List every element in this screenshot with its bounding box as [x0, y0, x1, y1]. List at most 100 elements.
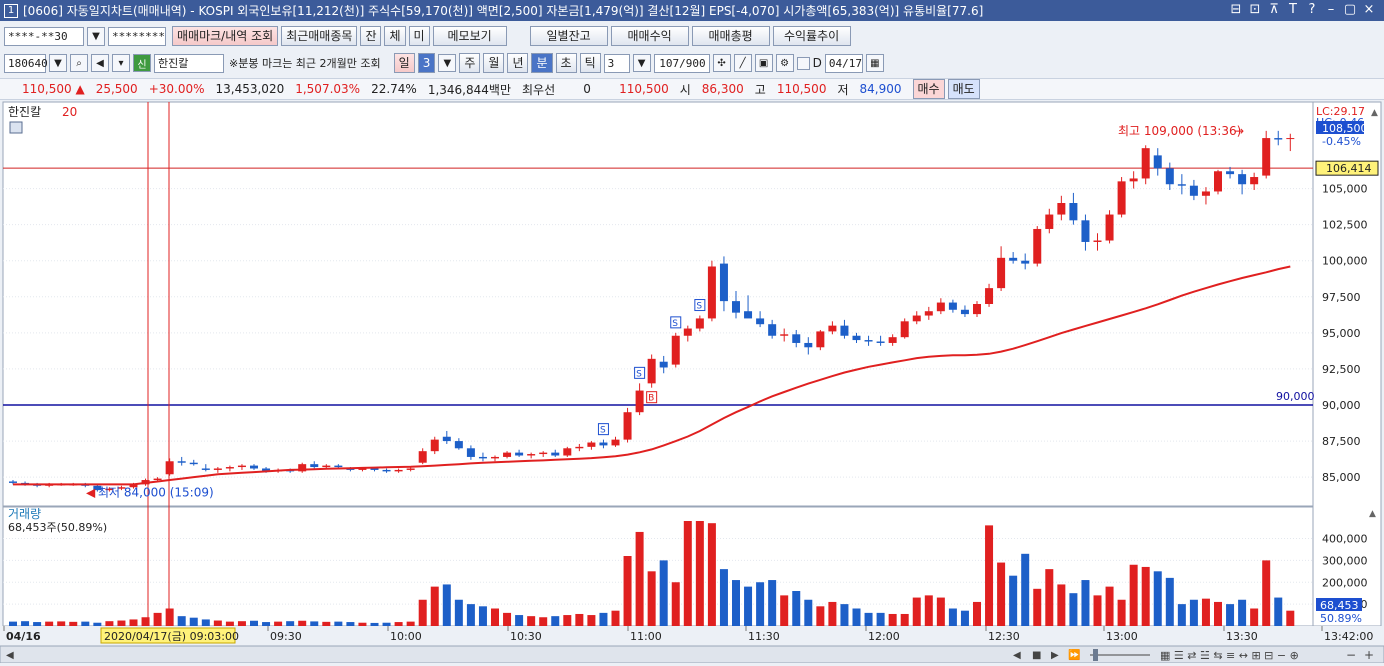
sell-button[interactable]: 매도 [947, 79, 980, 99]
volume-bar [81, 621, 90, 626]
volume-bar [165, 608, 174, 626]
text-icon[interactable]: T [1289, 2, 1297, 17]
date-input[interactable]: 04/17 [824, 53, 863, 73]
close-icon[interactable]: × [1363, 2, 1375, 17]
search-icon[interactable]: ⌕ [70, 54, 88, 72]
help-icon[interactable]: ? [1308, 2, 1316, 17]
zoom-in-icon[interactable]: + [1364, 648, 1374, 662]
stock-name-field[interactable]: 한진칼 [154, 53, 224, 73]
stock-code-input[interactable]: 180640 [4, 53, 48, 73]
memo-view-button[interactable]: 메모보기 [432, 26, 507, 46]
candle-body [262, 468, 271, 472]
trade-mark-box [670, 316, 682, 329]
prev-stock-icon[interactable]: ▾ [112, 54, 130, 72]
date-checkbox[interactable] [796, 56, 810, 70]
settings-icon[interactable]: ⚙ [775, 54, 794, 72]
minimize-icon[interactable]: – [1327, 2, 1335, 17]
volume-bar [491, 608, 499, 626]
candle-body [695, 318, 704, 329]
sound-icon[interactable]: ◀ [91, 54, 109, 72]
price-change-pct: +30.00% [148, 82, 205, 96]
volume-bar [274, 621, 283, 626]
count-input[interactable]: 107/900 [653, 53, 710, 73]
executed-button[interactable]: 체 [384, 26, 406, 46]
candle-body [756, 318, 765, 325]
cascade-icon[interactable]: ⊡ [1249, 2, 1261, 17]
time-axis: 04/16 2020/04/17(금) 09:03:00 09:30 10:00 10:… [3, 626, 1373, 644]
candle-body [322, 465, 331, 468]
period-dropdown-icon[interactable]: ▼ [438, 54, 457, 72]
table-icon[interactable] [9, 121, 23, 134]
period-year-button[interactable]: 년 [507, 53, 529, 73]
volume-bar [1021, 553, 1030, 626]
stop-icon[interactable]: ■ [1032, 650, 1041, 661]
code-dropdown-icon[interactable]: ▼ [49, 54, 67, 72]
password-input[interactable]: ******** [108, 26, 166, 46]
fast-forward-icon[interactable]: ⏩ [1068, 648, 1080, 661]
line-tool-icon[interactable]: ╱ [733, 54, 752, 72]
period-tick-button[interactable]: 틱 [579, 53, 601, 73]
candle-body [201, 468, 210, 470]
window-title: [0606] 자동일지차트(매매내역) - KOSPI 외국인보유[11,212… [23, 4, 984, 18]
scroll-up-icon[interactable]: ▲ [1371, 108, 1378, 118]
account-dropdown-icon[interactable]: ▼ [87, 26, 105, 46]
chart-area[interactable]: 105,000 102,500 100,000 97,500 95,000 92,500 9… [0, 101, 1384, 664]
volume-bar [9, 621, 17, 626]
price-tick-label: 95,000 [1322, 327, 1361, 340]
volume-bar [563, 615, 572, 626]
period-week-button[interactable]: 주 [459, 53, 481, 73]
count-value: 107 [659, 56, 680, 70]
calendar-icon[interactable]: ▦ [865, 54, 884, 72]
buy-button[interactable]: 매수 [912, 79, 945, 99]
candle-body [1189, 185, 1198, 196]
volume-scroll-icon[interactable]: ▲ [1369, 509, 1376, 519]
minute-value-input[interactable]: 3 [603, 53, 630, 73]
volume-bar [1262, 560, 1271, 626]
price-tick-label: 92,500 [1322, 363, 1361, 376]
recent-trades-button[interactable]: 최근매매종목 [281, 26, 358, 46]
candle-body [250, 465, 258, 469]
price-tick-label: 97,500 [1322, 291, 1361, 304]
volume-bar [262, 622, 271, 626]
zoom-icons[interactable]: ▦ ☰ ⇄ ☱ ⇆ ≡ ↔ ⊞ ⊟ − ⊕ [1160, 649, 1299, 662]
candle-body [430, 439, 439, 452]
period-day-button[interactable]: 일 [393, 53, 415, 73]
trade-summary-button[interactable]: 매매총평 [691, 26, 770, 46]
time-tick-label: 11:30 [748, 630, 780, 643]
volume-bar [286, 621, 295, 626]
tile-icon[interactable]: ⊟ [1230, 2, 1242, 17]
trade-mark-query-button[interactable]: 매매마크/내역 조회 [172, 26, 279, 46]
save-icon[interactable]: ▣ [754, 54, 773, 72]
daily-balance-button[interactable]: 일별잔고 [529, 26, 608, 46]
candle-body [816, 331, 825, 348]
zoom-out-icon[interactable]: − [1346, 648, 1356, 662]
crosshair-icon[interactable]: ✣ [712, 54, 731, 72]
zoom-slider-thumb[interactable] [1093, 649, 1098, 661]
volume-legend-label: 거래량 [8, 507, 41, 521]
account-input[interactable]: ****-**30 [4, 26, 84, 46]
maximize-icon[interactable]: ▢ [1343, 2, 1357, 17]
volume-sub-label: 68,453주(50.89%) [8, 521, 107, 534]
period-3-button[interactable]: 3 [417, 53, 436, 73]
candle-body [551, 452, 560, 456]
title-bar: 1 [0606] 자동일지차트(매매내역) - KOSPI 외국인보유[11,2… [0, 0, 1384, 21]
return-trend-button[interactable]: 수익률추이 [772, 26, 851, 46]
volume-bar [719, 569, 728, 626]
candlestick-chart[interactable]: 105,000 102,500 100,000 97,500 95,000 92,500 9… [0, 101, 1384, 664]
price-tick-label: 90,000 [1322, 399, 1361, 412]
minute-dropdown-icon[interactable]: ▼ [632, 54, 651, 72]
period-second-button[interactable]: 초 [555, 53, 577, 73]
volume-bar [1141, 566, 1150, 626]
period-month-button[interactable]: 월 [483, 53, 505, 73]
scroll-left-icon[interactable]: ◀ [6, 650, 14, 661]
trade-profit-button[interactable]: 매매수익 [610, 26, 689, 46]
scroll-right-icon[interactable]: ▶ [1051, 650, 1059, 661]
period-minute-button[interactable]: 분 [531, 53, 553, 73]
balance-button[interactable]: 잔 [360, 26, 382, 46]
scroll-left-button-icon[interactable]: ◀ [1013, 650, 1021, 661]
volume-bar [310, 621, 319, 626]
candle-body [1201, 191, 1210, 196]
volume-bar [346, 622, 355, 626]
unexecuted-button[interactable]: 미 [408, 26, 430, 46]
pin-icon[interactable]: ⊼ [1269, 2, 1279, 17]
